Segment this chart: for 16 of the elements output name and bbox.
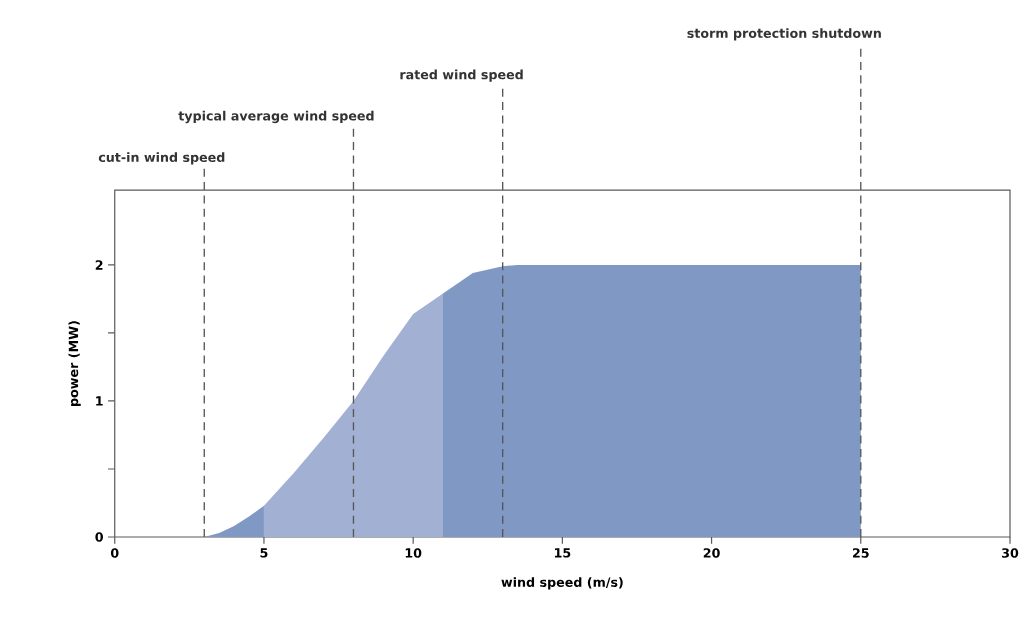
x-tick-label: 0 — [110, 548, 119, 558]
x-axis-title: wind speed (m/s) — [501, 576, 623, 590]
ref-line-label: storm protection shutdown — [687, 27, 881, 41]
x-tick-label: 30 — [1002, 548, 1019, 558]
y-tick-label: 1 — [96, 396, 103, 406]
x-tick-label: 5 — [260, 548, 268, 558]
ref-line-label: typical average wind speed — [178, 110, 374, 123]
x-tick-label: 15 — [554, 548, 571, 558]
ref-line-label: cut-in wind speed — [98, 152, 225, 165]
y-tick-label: 0 — [95, 532, 103, 542]
y-axis-title: power (MW) — [68, 321, 81, 406]
x-tick-label: 10 — [405, 548, 422, 558]
x-tick-label: 25 — [852, 548, 869, 558]
ref-line-label: rated wind speed — [400, 69, 523, 82]
y-tick-label: 2 — [95, 260, 103, 270]
x-tick-label: 20 — [703, 548, 720, 558]
